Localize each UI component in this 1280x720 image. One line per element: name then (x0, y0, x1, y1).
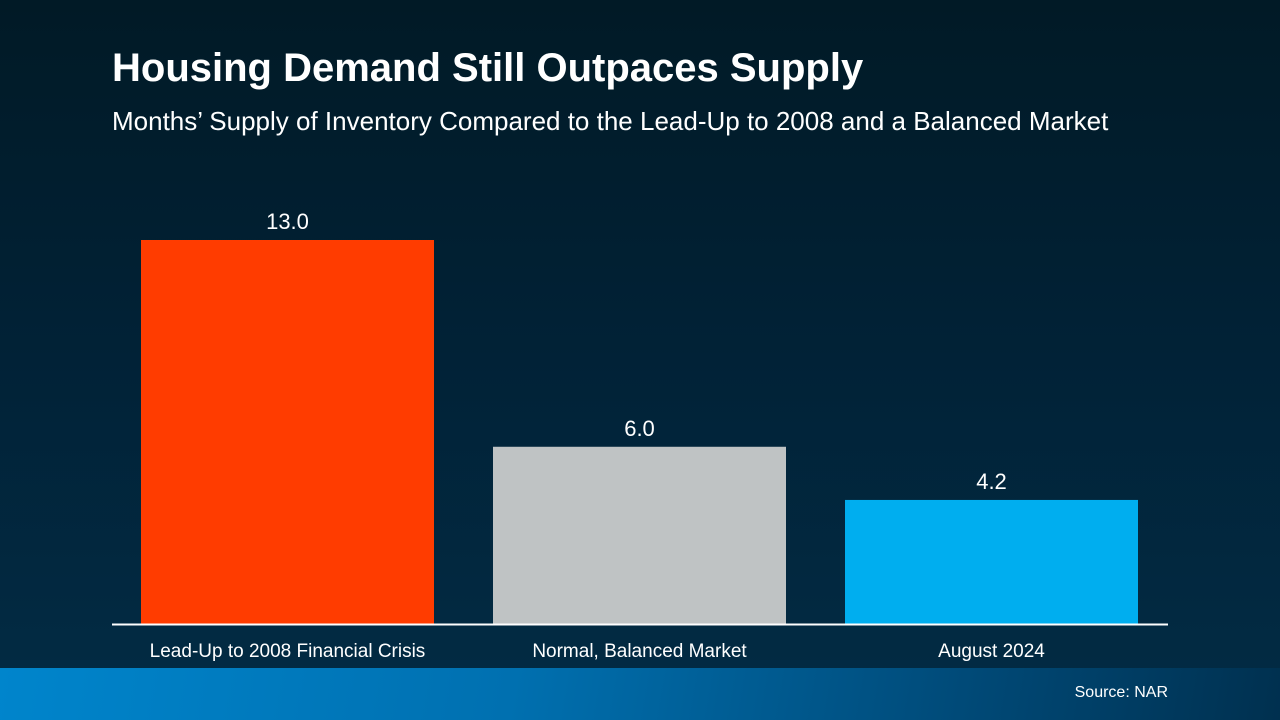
bar (845, 499, 1138, 624)
category-label: August 2024 (938, 641, 1045, 662)
data-label: 4.2 (976, 469, 1007, 494)
source-note: Source: NAR (1074, 684, 1168, 701)
chart-subtitle: Months’ Supply of Inventory Compared to … (112, 106, 1109, 136)
footer-band: Source: NAR (0, 668, 1280, 720)
data-label: 6.0 (624, 416, 655, 441)
chart-title: Housing Demand Still Outpaces Supply (112, 46, 864, 90)
bar (141, 240, 434, 624)
category-label: Normal, Balanced Market (532, 641, 747, 662)
bar-chart: 13.0 Lead-Up to 2008 Financial Crisis 6.0 N… (141, 209, 1138, 662)
category-label: Lead-Up to 2008 Financial Crisis (150, 641, 426, 662)
bar (493, 446, 786, 624)
data-label: 13.0 (266, 209, 309, 234)
